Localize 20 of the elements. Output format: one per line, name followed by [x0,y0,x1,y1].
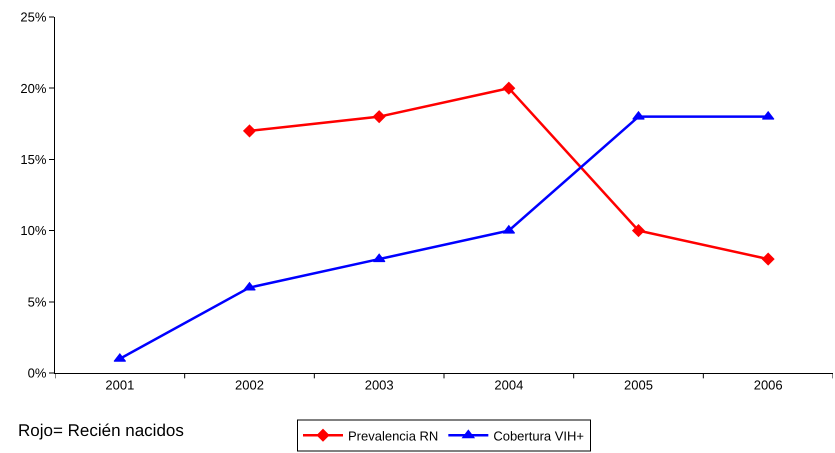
x-tick-label: 2004 [494,378,524,393]
y-tick-label: 15% [20,152,47,167]
x-tick-label: 2005 [624,378,653,393]
point [372,110,386,124]
point [632,224,645,237]
point [502,82,516,95]
legend-label: Cobertura VIH+ [493,428,584,444]
point [762,252,775,266]
y-tick-label: 20% [20,80,47,96]
x-tick-label: 2002 [235,378,264,393]
x-tick-label: 2006 [754,378,783,393]
legend-label: Prevalencia RN [348,428,438,444]
text: Rojo= Recién nacidos [18,421,184,440]
point [243,124,256,138]
x-tick-label: 2003 [364,378,394,393]
y-tick-label: 25% [20,10,47,25]
y-tick-label: 5% [28,294,47,310]
x-tick-label: 2001 [105,378,134,393]
y-tick-label: 10% [20,223,47,238]
y-tick-label: 0% [28,366,47,381]
